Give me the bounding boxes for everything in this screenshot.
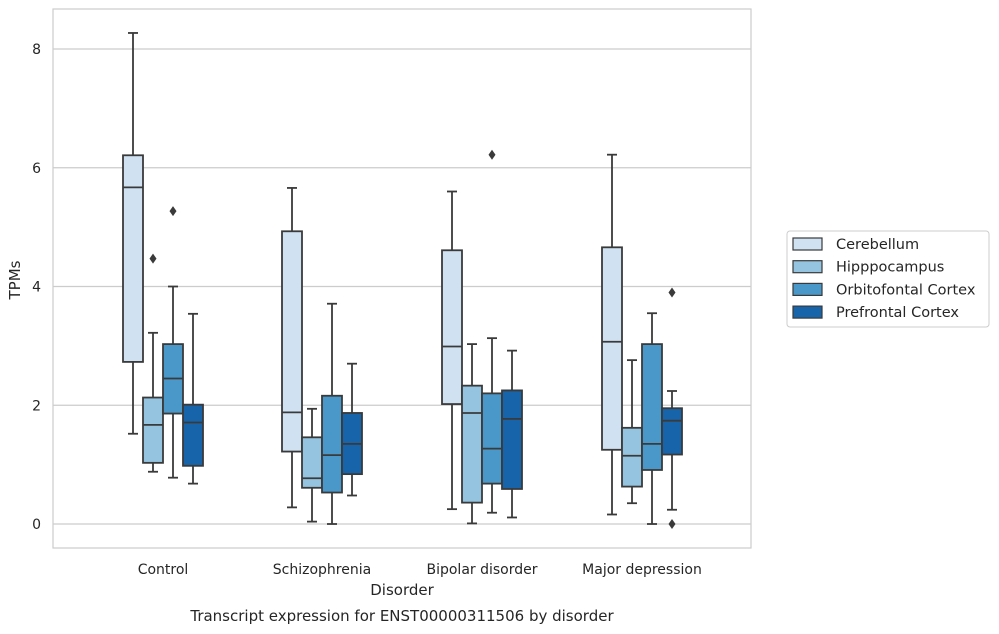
y-tick-label: 2 (32, 398, 41, 414)
series-orbitofontal-cortex (162, 149, 663, 525)
box-body (441, 249, 463, 405)
box (441, 190, 463, 511)
legend-frame (786, 230, 990, 328)
legend: Cerebellum Hipppocampus Orbitofontal Corte… (786, 230, 990, 328)
outlier-point (668, 519, 676, 529)
box-body (601, 246, 623, 451)
box-body (461, 384, 483, 504)
legend-swatch (792, 305, 823, 319)
box-body (182, 403, 204, 467)
legend-label: Cerebellum (836, 237, 919, 253)
y-tick-label: 6 (32, 161, 41, 177)
box (621, 359, 643, 505)
series-hipppocampus (142, 253, 643, 525)
outlier-point (488, 149, 496, 160)
box-body (142, 396, 164, 464)
y-tick-label: 0 (32, 517, 41, 533)
box-body (301, 436, 323, 489)
box (501, 349, 523, 519)
x-tick-label: Control (138, 562, 189, 578)
x-tick-label: Schizophrenia (273, 562, 371, 578)
box-body (321, 394, 343, 494)
y-tick-label: 4 (32, 280, 41, 296)
box-body (641, 343, 663, 471)
legend-item: Hipppocampus (792, 260, 944, 276)
box (481, 149, 503, 514)
box (321, 302, 343, 525)
legend-item: Orbitofontal Cortex (792, 282, 976, 298)
box-series (122, 32, 683, 529)
legend-item: Cerebellum (792, 237, 919, 253)
box (601, 153, 623, 516)
box-body (621, 426, 643, 488)
box (142, 253, 164, 473)
x-axis-label: Disorder (370, 581, 434, 599)
legend-label: Orbitofontal Cortex (836, 282, 976, 298)
chart-title: Transcript expression for ENST0000031150… (189, 607, 614, 625)
x-tick-labels: Control Schizophrenia Bipolar disorder Majo… (138, 562, 702, 578)
outlier-point (149, 253, 157, 264)
x-tick-label: Major depression (582, 562, 702, 578)
outlier-point (169, 206, 177, 217)
box (122, 32, 144, 435)
box (641, 312, 663, 525)
box-body (661, 407, 683, 456)
box (461, 343, 483, 525)
series-cerebellum (122, 32, 623, 516)
y-tick-labels: 0 2 4 6 8 (32, 42, 41, 533)
box (182, 312, 204, 485)
legend-swatch (792, 260, 823, 274)
y-axis-label: TPMs (6, 260, 24, 300)
box (301, 407, 323, 523)
box (661, 287, 683, 529)
box (341, 362, 363, 497)
box (162, 206, 184, 479)
box-body (281, 230, 303, 453)
legend-label: Prefrontal Cortex (836, 305, 959, 321)
box-body (501, 389, 523, 490)
box (281, 187, 303, 509)
box-body (481, 392, 503, 485)
x-tick-label: Bipolar disorder (426, 562, 537, 578)
legend-label: Hipppocampus (836, 260, 944, 276)
box-body (122, 154, 144, 363)
legend-item: Prefrontal Cortex (792, 305, 959, 321)
y-tick-label: 8 (32, 42, 41, 58)
plot-frame (52, 8, 752, 549)
legend-swatch (792, 237, 823, 251)
series-prefrontal-cortex (182, 287, 683, 529)
outlier-point (668, 287, 676, 298)
legend-swatch (792, 282, 823, 296)
